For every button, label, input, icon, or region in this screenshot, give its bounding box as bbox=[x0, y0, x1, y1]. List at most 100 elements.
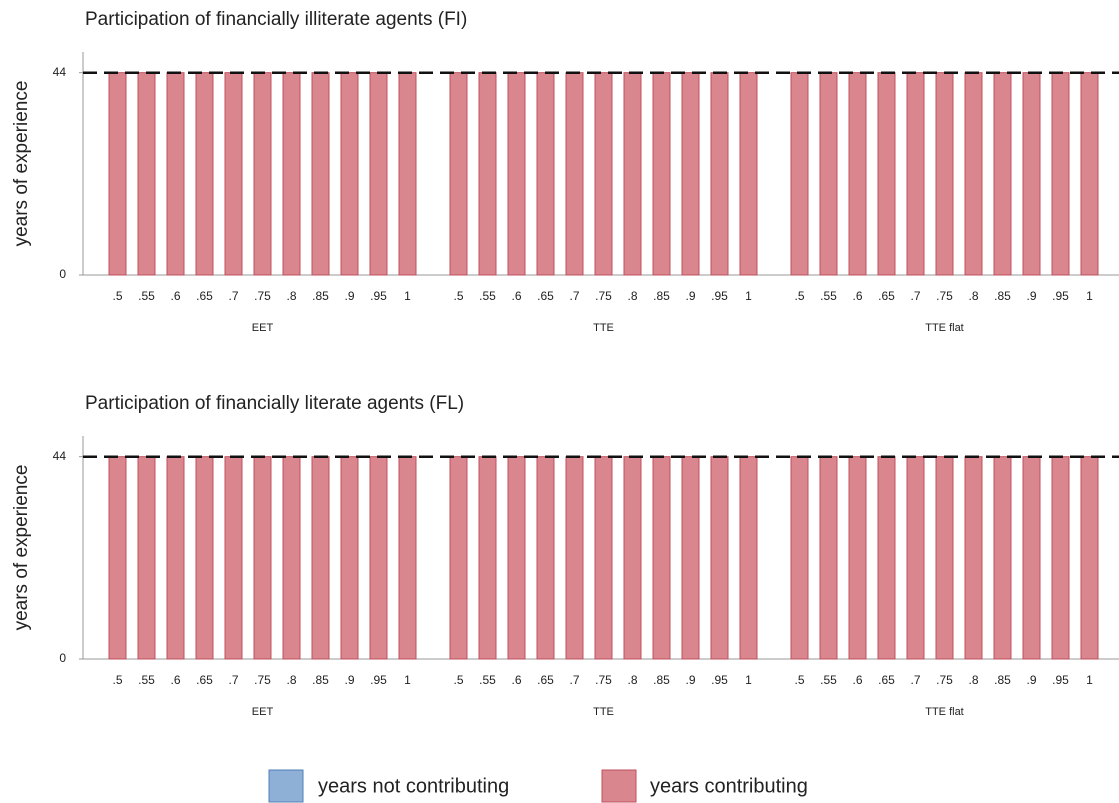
bar bbox=[478, 72, 497, 276]
x-tick-label: 1 bbox=[1086, 289, 1093, 303]
bar bbox=[819, 456, 838, 660]
group-label: EET bbox=[252, 322, 274, 334]
bar bbox=[623, 456, 642, 660]
bar bbox=[166, 456, 185, 660]
bar bbox=[739, 456, 758, 660]
x-tick-label: .85 bbox=[653, 673, 670, 687]
bar bbox=[790, 456, 809, 660]
bar bbox=[739, 72, 758, 276]
x-tick-label: .85 bbox=[653, 289, 670, 303]
x-tick-label: .55 bbox=[138, 289, 155, 303]
bar bbox=[877, 72, 896, 276]
x-tick-label: .95 bbox=[1052, 673, 1069, 687]
bar bbox=[282, 72, 301, 276]
x-tick-label: .65 bbox=[878, 289, 895, 303]
bar bbox=[790, 72, 809, 276]
x-tick-label: .55 bbox=[479, 673, 496, 687]
x-tick-label: .85 bbox=[994, 673, 1011, 687]
x-tick-label: .55 bbox=[820, 673, 837, 687]
x-tick-label: .7 bbox=[569, 673, 579, 687]
bar bbox=[964, 456, 983, 660]
bar bbox=[993, 72, 1012, 276]
bar bbox=[906, 456, 925, 660]
x-tick-label: .5 bbox=[453, 289, 463, 303]
bar bbox=[565, 456, 584, 660]
bar bbox=[565, 72, 584, 276]
bar bbox=[964, 72, 983, 276]
bar bbox=[652, 456, 671, 660]
x-tick-label: .9 bbox=[1026, 289, 1036, 303]
x-tick-label: .9 bbox=[344, 289, 354, 303]
x-tick-label: .5 bbox=[112, 289, 122, 303]
bar bbox=[108, 456, 127, 660]
x-tick-label: .95 bbox=[1052, 289, 1069, 303]
y-axis-label: years of experience bbox=[11, 81, 32, 247]
bar bbox=[224, 72, 243, 276]
group-label: TTE flat bbox=[925, 706, 964, 718]
x-tick-label: .5 bbox=[112, 673, 122, 687]
x-tick-label: .5 bbox=[453, 673, 463, 687]
x-tick-label: .55 bbox=[820, 289, 837, 303]
bar bbox=[652, 72, 671, 276]
group-label: EET bbox=[252, 706, 274, 718]
y-tick-label: 44 bbox=[53, 449, 67, 463]
x-tick-label: .7 bbox=[910, 673, 920, 687]
x-tick-label: .6 bbox=[170, 673, 180, 687]
bar bbox=[369, 72, 388, 276]
x-tick-label: .6 bbox=[511, 673, 521, 687]
x-tick-label: .9 bbox=[685, 289, 695, 303]
chart-title: Participation of financially literate ag… bbox=[85, 393, 464, 414]
x-tick-label: .9 bbox=[1026, 673, 1036, 687]
x-tick-label: .6 bbox=[170, 289, 180, 303]
x-tick-label: .65 bbox=[878, 673, 895, 687]
bar bbox=[224, 456, 243, 660]
x-tick-label: .8 bbox=[627, 289, 637, 303]
bar bbox=[507, 72, 526, 276]
group-label: TTE bbox=[593, 706, 614, 718]
group-label: TTE bbox=[593, 322, 614, 334]
legend-swatch bbox=[268, 769, 304, 803]
bar bbox=[536, 72, 555, 276]
y-tick-label: 44 bbox=[53, 65, 67, 79]
bar bbox=[681, 72, 700, 276]
legend-label: years contributing bbox=[650, 775, 808, 797]
x-tick-label: 1 bbox=[404, 289, 411, 303]
bar bbox=[282, 456, 301, 660]
bar bbox=[906, 72, 925, 276]
x-tick-label: .85 bbox=[994, 289, 1011, 303]
legend-label: years not contributing bbox=[318, 775, 509, 797]
bar bbox=[935, 72, 954, 276]
bar bbox=[507, 456, 526, 660]
x-tick-label: .7 bbox=[569, 289, 579, 303]
bar bbox=[340, 72, 359, 276]
x-tick-label: .55 bbox=[138, 673, 155, 687]
bar bbox=[311, 72, 330, 276]
bar bbox=[681, 456, 700, 660]
group-label: TTE flat bbox=[925, 322, 964, 334]
bar bbox=[398, 72, 417, 276]
bar bbox=[1051, 456, 1070, 660]
x-tick-label: .75 bbox=[595, 289, 612, 303]
x-tick-label: .85 bbox=[312, 673, 329, 687]
bar bbox=[536, 456, 555, 660]
x-tick-label: .7 bbox=[228, 289, 238, 303]
x-tick-label: 1 bbox=[745, 673, 752, 687]
bar bbox=[848, 72, 867, 276]
x-tick-label: .8 bbox=[286, 673, 296, 687]
x-tick-label: .55 bbox=[479, 289, 496, 303]
x-tick-label: .65 bbox=[196, 673, 213, 687]
y-axis-label: years of experience bbox=[11, 465, 32, 631]
x-tick-label: .65 bbox=[537, 673, 554, 687]
x-tick-label: .7 bbox=[910, 289, 920, 303]
bar bbox=[594, 72, 613, 276]
x-tick-label: .8 bbox=[286, 289, 296, 303]
y-tick-label: 0 bbox=[59, 267, 66, 281]
x-tick-label: .8 bbox=[968, 673, 978, 687]
bar bbox=[1022, 456, 1041, 660]
x-tick-label: .5 bbox=[794, 673, 804, 687]
bar bbox=[623, 72, 642, 276]
x-tick-label: .8 bbox=[968, 289, 978, 303]
bar bbox=[137, 72, 156, 276]
y-tick-label: 0 bbox=[59, 651, 66, 665]
x-tick-label: .6 bbox=[852, 673, 862, 687]
